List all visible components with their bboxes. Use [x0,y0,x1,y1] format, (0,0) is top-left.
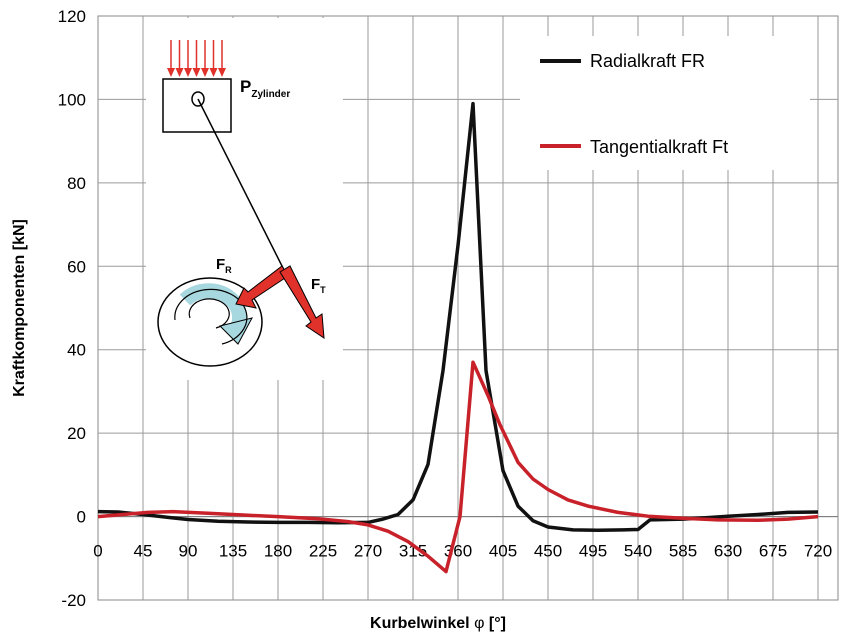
pressure-arrow-head [167,68,175,77]
y-tick-label: -20 [61,591,86,610]
series-line-tangential [97,360,819,574]
fr-label: F [216,256,225,273]
x-tick-label: 315 [399,542,427,561]
pressure-arrow-head [175,68,184,77]
x-tick-labels: 0 45 90 135 180 225 270 315 360 405 450 495 540 585 63… [93,542,832,561]
force-diagram: PZylinder FR FT [146,18,343,380]
legend-label-radial: Radialkraft FR [590,51,705,71]
x-tick-label: 540 [624,542,652,561]
ft-label: F [311,276,320,293]
rotation-arrow-head [219,317,253,345]
y-tick-label: 0 [77,508,86,527]
svg-text:FT: FT [311,276,326,295]
x-tick-label: 720 [804,542,832,561]
series-line-radial [97,101,819,533]
y-tick-label: 100 [58,90,86,109]
x-tick-label: 180 [264,542,292,561]
pressure-arrow-head [201,68,209,77]
svg-text:FR: FR [216,256,232,275]
y-tick-labels: -20 0 20 40 60 80 100 120 [58,7,86,610]
legend: Radialkraft FR Tangentialkraft Ft [520,36,810,170]
x-tick-label: 270 [354,542,382,561]
x-tick-label: 630 [714,542,742,561]
x-tick-label: 45 [134,542,153,561]
pressure-arrow-head [218,68,226,77]
piston-pin [191,91,205,107]
series-lines [97,101,819,574]
x-tick-label: 0 [93,542,102,561]
x-tick-label: 225 [309,542,337,561]
x-tick-label: 450 [534,542,562,561]
fr-arrow [235,265,289,309]
pressure-subscript: Zylinder [251,89,290,100]
x-tick-label: 585 [669,542,697,561]
x-tick-label: 90 [179,542,198,561]
y-tick-label: 20 [67,424,86,443]
pressure-arrow-head [192,68,201,77]
connecting-rod [197,98,285,271]
x-axis-title: Kurbelwinkel φ [°] [370,615,506,632]
y-tick-label: 60 [67,257,86,276]
ft-subscript: T [320,285,326,295]
x-tick-label: 675 [759,542,787,561]
y-tick-label: 120 [58,7,86,26]
ft-arrow [279,265,325,339]
y-tick-label: 80 [67,174,86,193]
y-axis-title: Kraftkomponenten [kN] [11,219,28,397]
pressure-arrow-head [184,68,192,77]
pressure-label: P [240,77,251,96]
legend-label-tangential: Tangentialkraft Ft [590,137,728,157]
pressure-arrow-head [209,68,218,77]
x-tick-label: 135 [219,542,247,561]
pressure-arrows [167,40,226,77]
fr-subscript: R [225,265,232,275]
x-tick-label: 405 [489,542,517,561]
y-tick-label: 40 [67,341,86,360]
svg-text:PZylinder: PZylinder [240,77,290,100]
x-tick-label: 495 [579,542,607,561]
